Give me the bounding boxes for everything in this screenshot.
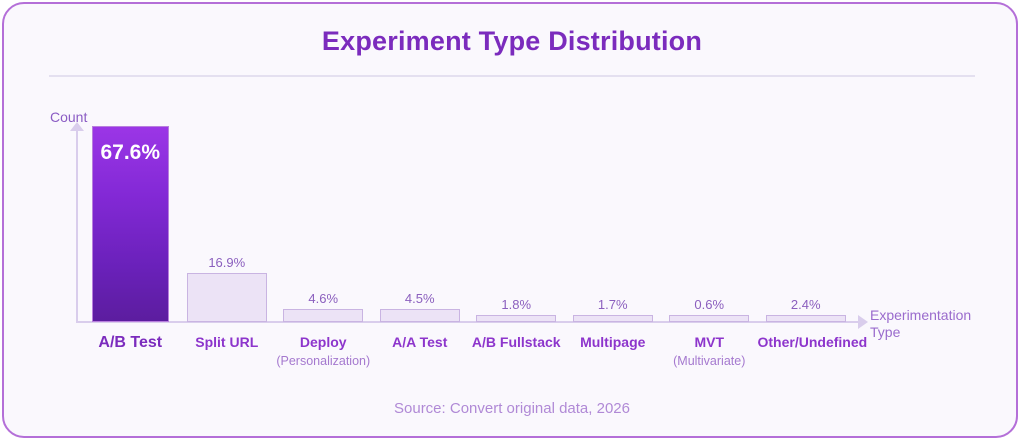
category-labels: A/B Test Split URL Deploy (Personalization)… [82, 334, 868, 394]
bar-series: 67.6% 16.9% 4.6% 4.5% 1.8% 1.7% 0.6% 2.4% [82, 126, 854, 322]
category-sublabel: (Multivariate) [673, 354, 746, 368]
category-label: Deploy (Personalization) [275, 334, 372, 370]
bar-value-label: 4.6% [308, 290, 339, 306]
source-note: Source: Convert original data, 2026 [394, 400, 630, 417]
bar[interactable] [669, 315, 750, 322]
x-axis-label: Experimentation Type [870, 307, 1010, 341]
bar-value-label: 67.6% [100, 141, 161, 164]
bar-slot: 16.9% [186, 126, 267, 322]
bar-value-label: 2.4% [790, 297, 821, 312]
bar-value-label: 1.7% [597, 297, 628, 312]
category-label: A/A Test [372, 334, 469, 351]
bar-value-label: 0.6% [694, 297, 725, 312]
y-axis-line [76, 126, 78, 322]
category-name: Multipage [580, 334, 646, 350]
x-axis-label-line2: Type [870, 324, 901, 340]
category-name: Deploy [299, 334, 347, 350]
category-name: Split URL [195, 334, 259, 350]
x-axis-label-line1: Experimentation [870, 307, 972, 323]
bar-value-label: 1.8% [501, 297, 532, 312]
page-title: Experiment Type Distribution [321, 26, 703, 56]
category-label: Split URL [179, 334, 276, 351]
bar-slot: 67.6% [91, 126, 169, 322]
chart-card: Experiment Type Distribution Count Exper… [2, 2, 1018, 438]
category-label: MVT (Multivariate) [661, 334, 758, 370]
bar-slot: 4.6% [283, 126, 364, 322]
category-label: A/B Fullstack [468, 334, 565, 351]
category-sublabel: (Personalization) [276, 354, 371, 368]
bar[interactable] [765, 315, 846, 322]
bar[interactable] [572, 315, 653, 322]
x-axis-arrow-icon [858, 315, 868, 329]
category-name: A/B Test [98, 334, 163, 351]
category-label: Other/Undefined [757, 334, 868, 351]
x-axis-line [76, 321, 860, 323]
bar-value-label: 16.9% [208, 255, 246, 270]
bar[interactable]: 67.6% [91, 126, 169, 322]
category-label: Multipage [565, 334, 662, 351]
bar-slot: 1.7% [572, 126, 653, 322]
category-name: A/A Test [392, 334, 448, 350]
bar[interactable] [379, 308, 460, 322]
bar-slot: 0.6% [669, 126, 750, 322]
bar[interactable] [186, 273, 267, 322]
bar-value-label: 4.5% [404, 290, 435, 306]
bar[interactable] [476, 315, 557, 322]
title-divider [49, 75, 975, 77]
bar-slot: 4.5% [379, 126, 460, 322]
bar-slot: 1.8% [476, 126, 557, 322]
bar[interactable] [283, 308, 364, 322]
category-label: A/B Test [82, 334, 179, 351]
bar-slot: 2.4% [765, 126, 846, 322]
category-name: MVT [694, 334, 725, 350]
category-name: A/B Fullstack [471, 334, 561, 350]
y-axis-label: Count [50, 109, 88, 125]
plot-area: Count Experimentation Type 67.6% 16.9% 4.6… [4, 4, 1016, 436]
category-name: Other/Undefined [757, 334, 868, 350]
